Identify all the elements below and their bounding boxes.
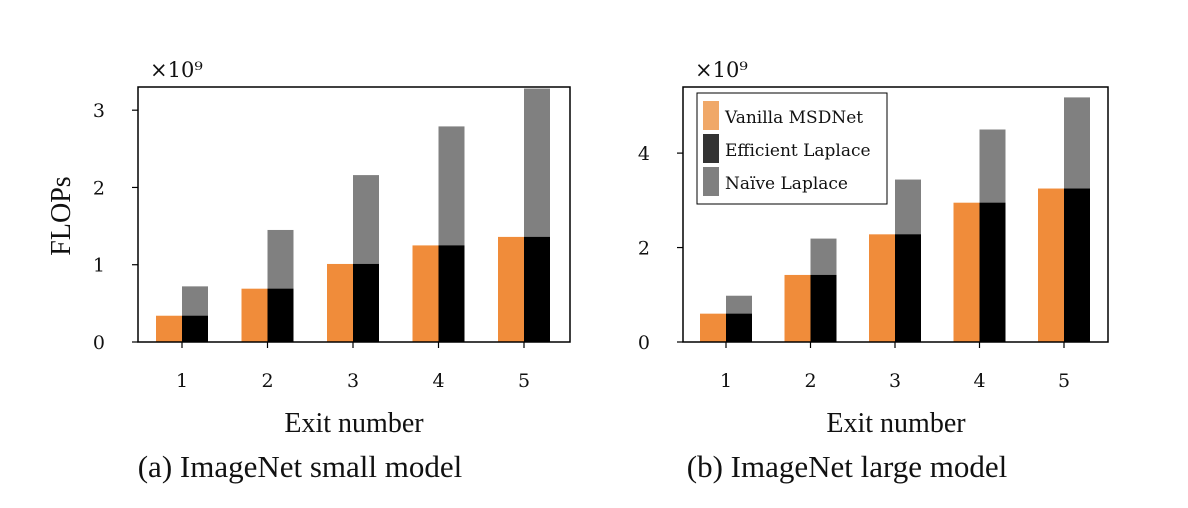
bar-vanilla-small-model-5 xyxy=(498,236,524,342)
chart-large-model: 1 2 3 4 5 0 2 4 ×10⁹ Exit number (b) ImageNet l… xyxy=(638,58,1109,484)
bar-efficient-large-model-4 xyxy=(979,202,1006,342)
x-tick-label-large-model-5: 5 xyxy=(1058,370,1070,392)
y-tick-label-small-model-0: 0 xyxy=(93,332,105,354)
legend-swatch-efficient xyxy=(703,134,719,163)
x-tick-label-small-model-3: 3 xyxy=(347,370,359,392)
ticks-small-model: 1 2 3 4 5 0 1 2 3 xyxy=(93,100,530,392)
bar-vanilla-large-model-5 xyxy=(1038,188,1064,342)
legend-label-efficient: Efficient Laplace xyxy=(725,141,871,161)
plot-frame-small-model xyxy=(137,86,571,343)
x-tick-label-small-model-2: 2 xyxy=(261,370,273,392)
bar-vanilla-small-model-4 xyxy=(412,245,439,342)
legend-label-vanilla: Vanilla MSDNet xyxy=(724,108,863,128)
x-tick-label-large-model-1: 1 xyxy=(720,370,732,392)
y-tick-label-large-model-0: 0 xyxy=(638,332,650,354)
bar-efficient-large-model-2 xyxy=(810,274,837,342)
y-tick-label-large-model-2: 2 xyxy=(638,238,650,260)
bar-vanilla-large-model-1 xyxy=(700,313,726,342)
legend-swatch-naive xyxy=(703,167,719,196)
y-tick-label-small-model-2: 2 xyxy=(93,177,105,199)
bar-efficient-large-model-5 xyxy=(1064,188,1090,342)
x-tick-label-large-model-3: 3 xyxy=(889,370,901,392)
multiplier-large-model: ×10⁹ xyxy=(695,58,748,82)
legend: Vanilla MSDNet Efficient Laplace Naïve L… xyxy=(696,92,888,205)
bars-large-model xyxy=(700,97,1090,342)
y-tick-label-small-model-1: 1 xyxy=(93,255,105,277)
x-tick-label-small-model-5: 5 xyxy=(518,370,530,392)
x-tick-label-small-model-4: 4 xyxy=(432,370,444,392)
bar-vanilla-small-model-3 xyxy=(327,263,353,342)
bar-efficient-small-model-3 xyxy=(353,263,379,342)
x-tick-label-large-model-2: 2 xyxy=(804,370,816,392)
bar-efficient-small-model-4 xyxy=(438,245,465,342)
bar-efficient-small-model-5 xyxy=(524,236,550,342)
x-tick-label-small-model-1: 1 xyxy=(176,370,188,392)
bar-efficient-small-model-1 xyxy=(182,315,208,342)
bar-vanilla-large-model-2 xyxy=(784,274,811,342)
y-axis-label: FLOPs xyxy=(46,176,77,255)
ticks-large-model: 1 2 3 4 5 0 2 4 xyxy=(638,143,1070,392)
chart-small-model: 1 2 3 4 5 0 1 2 3 ×10⁹ Exit number (a) ImageNet … xyxy=(93,58,571,484)
caption-large-model: (b) ImageNet large model xyxy=(687,449,1008,484)
legend-box xyxy=(696,92,888,205)
bar-vanilla-large-model-3 xyxy=(869,234,895,342)
bar-vanilla-large-model-4 xyxy=(953,202,980,342)
multiplier-small-model: ×10⁹ xyxy=(150,58,203,82)
bar-efficient-large-model-1 xyxy=(726,313,752,342)
bar-efficient-large-model-3 xyxy=(895,234,921,342)
x-axis-label-small-model: Exit number xyxy=(284,408,424,439)
legend-swatch-vanilla xyxy=(703,101,719,130)
bar-efficient-small-model-2 xyxy=(267,288,294,342)
bars-small-model xyxy=(156,88,550,342)
legend-label-naive: Naïve Laplace xyxy=(725,174,848,194)
y-tick-label-large-model-4: 4 xyxy=(638,143,650,165)
x-tick-label-large-model-4: 4 xyxy=(973,370,985,392)
bar-vanilla-small-model-1 xyxy=(156,315,182,342)
bar-vanilla-small-model-2 xyxy=(241,288,268,342)
y-tick-label-small-model-3: 3 xyxy=(93,100,105,122)
x-axis-label-large-model: Exit number xyxy=(826,408,966,439)
caption-small-model: (a) ImageNet small model xyxy=(138,449,463,484)
